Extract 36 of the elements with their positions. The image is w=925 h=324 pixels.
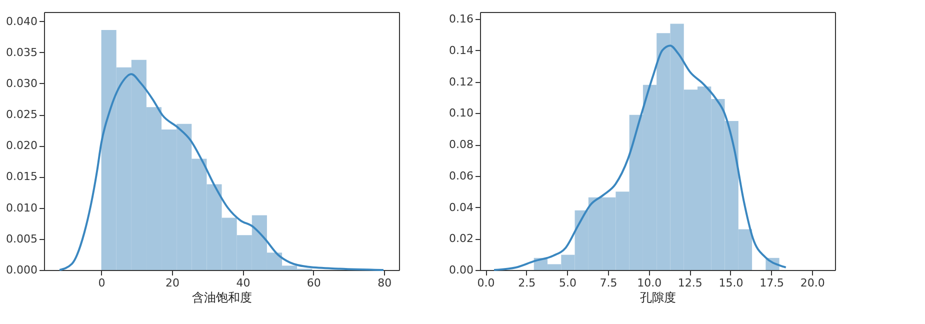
x-tick-label: 5.0 — [558, 276, 576, 290]
y-tick-label: 0.06 — [449, 169, 474, 182]
x-tick-label: 2.5 — [518, 276, 536, 290]
y-tick-label: 0.020 — [6, 139, 38, 152]
x-tick-label: 80 — [378, 276, 392, 290]
y-tick-label: 0.030 — [6, 76, 38, 90]
x-tick-label: 20.0 — [800, 276, 825, 290]
line-series — [58, 73, 384, 271]
y-tick-label: 0.02 — [449, 232, 474, 246]
y-tick-label: 0.04 — [449, 200, 474, 214]
y-tick-label: 0.005 — [6, 232, 38, 246]
x-tick-label: 15.0 — [718, 276, 744, 290]
y-tick-label: 0.040 — [6, 14, 38, 28]
x-tick-label: 20 — [166, 276, 180, 290]
x-axis-title: 含油饱和度 — [192, 290, 252, 304]
x-tick-label: 7.5 — [600, 276, 618, 290]
x-tick-label: 60 — [306, 276, 321, 290]
y-tick-label: 0.12 — [449, 75, 474, 88]
x-tick-label: 40 — [236, 276, 250, 290]
y-tick-label: 0.00 — [449, 264, 474, 276]
y-tick-label: 0.14 — [449, 44, 474, 57]
y-tick-label: 0.035 — [6, 46, 38, 59]
y-tick-label: 0.16 — [449, 12, 474, 26]
y-tick-label: 0.000 — [6, 264, 38, 276]
y-tick-label: 0.08 — [449, 138, 474, 152]
x-tick-label: 10.0 — [637, 276, 662, 290]
x-tick-label: 0 — [98, 276, 106, 290]
line-series — [493, 44, 787, 271]
y-tick-label: 0.025 — [6, 108, 38, 122]
y-tick-label: 0.10 — [449, 106, 474, 120]
y-tick-label: 0.015 — [6, 170, 38, 184]
x-axis-title: 孔隙度 — [640, 290, 676, 304]
y-tick-label: 0.010 — [6, 201, 38, 214]
x-tick-label: 17.5 — [760, 276, 784, 290]
x-tick-label: 12.5 — [678, 276, 702, 290]
x-tick-label: 0.0 — [477, 276, 495, 290]
